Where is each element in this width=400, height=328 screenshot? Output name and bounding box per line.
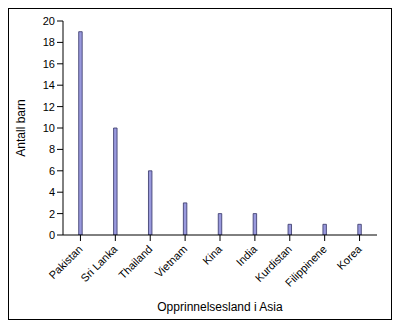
- svg-text:14: 14: [43, 79, 55, 91]
- svg-text:Filippinene: Filippinene: [283, 243, 329, 289]
- svg-text:20: 20: [43, 15, 55, 27]
- svg-text:8: 8: [49, 143, 55, 155]
- svg-text:Thailand: Thailand: [116, 243, 154, 281]
- svg-text:0: 0: [49, 229, 55, 241]
- svg-text:Korea: Korea: [335, 242, 365, 272]
- svg-text:India: India: [234, 242, 260, 268]
- svg-text:16: 16: [43, 58, 55, 70]
- svg-text:12: 12: [43, 101, 55, 113]
- svg-text:Pakistan: Pakistan: [46, 242, 85, 282]
- svg-text:Kurdistan: Kurdistan: [252, 242, 294, 285]
- svg-text:10: 10: [43, 122, 55, 134]
- svg-text:Kina: Kina: [200, 242, 225, 267]
- svg-text:Sri Lanka: Sri Lanka: [78, 242, 120, 284]
- svg-text:2: 2: [49, 208, 55, 220]
- svg-text:Vietnam: Vietnam: [152, 243, 189, 280]
- svg-text:Opprinnelsesland i Asia: Opprinnelsesland i Asia: [157, 300, 283, 314]
- svg-text:6: 6: [49, 165, 55, 177]
- svg-text:Antall barn: Antall barn: [14, 99, 28, 156]
- svg-text:18: 18: [43, 36, 55, 48]
- svg-text:4: 4: [49, 186, 55, 198]
